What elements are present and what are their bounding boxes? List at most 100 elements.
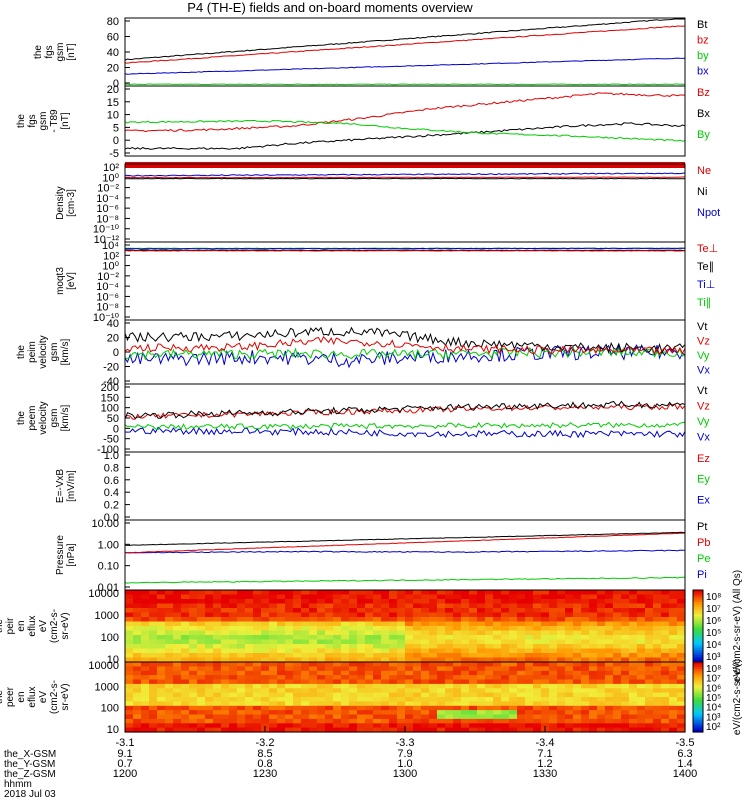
spectrogram-cell [525, 648, 534, 654]
panel-ylabel-line: velocity [38, 401, 49, 434]
spectrogram-cell [293, 666, 302, 672]
spectrogram-cell [381, 626, 390, 632]
spectrogram-cell [173, 710, 182, 716]
colorbar-segment [693, 621, 703, 625]
spectrogram-cell [501, 666, 510, 672]
spectrogram-cell [493, 608, 502, 614]
spectrogram-cell [293, 590, 302, 596]
colorbar-segment [693, 718, 703, 721]
spectrogram-cell [149, 670, 158, 676]
spectrogram-cell [221, 603, 230, 609]
spectrogram-cell [557, 648, 566, 654]
spectrogram-cell [645, 675, 654, 681]
spectrogram-cell [469, 648, 478, 654]
spectrogram-cell [189, 692, 198, 698]
spectrogram-cell [157, 644, 166, 650]
spectrogram-cell [245, 590, 254, 596]
spectrogram-cell [381, 599, 390, 605]
spectrogram-cell [557, 621, 566, 627]
spectrogram-cell [589, 705, 598, 711]
spectrogram-cell [253, 657, 262, 663]
spectrogram-cell [165, 688, 174, 694]
spectrogram-cell [317, 718, 326, 724]
spectrogram-cell [165, 705, 174, 711]
panel-ylabel-line: peer [5, 686, 16, 707]
spectrogram-cell [421, 635, 430, 641]
spectrogram-cell [661, 688, 670, 694]
spectrogram-cell [157, 612, 166, 618]
y-tick-label: 100 [101, 703, 119, 715]
spectrogram-cell [285, 653, 294, 659]
spectrogram-cell [421, 697, 430, 702]
series-line-Ti⊥ [124, 247, 686, 250]
spectrogram-cell [669, 657, 678, 663]
colorbar-tick-label: 10⁴ [706, 640, 721, 651]
spectrogram-cell [381, 612, 390, 618]
spectrogram-cell [597, 662, 606, 667]
spectrogram-cell [669, 666, 678, 672]
spectrogram-cell [381, 670, 390, 676]
spectrogram-cell [509, 657, 518, 663]
spectrogram-cell [253, 612, 262, 618]
spectrogram-cell [341, 723, 350, 729]
colorbar-segment [693, 662, 703, 665]
spectrogram-cell [213, 727, 222, 733]
spectrogram-cell [581, 617, 590, 623]
spectrogram-cell [333, 675, 342, 681]
spectrogram-cell [469, 621, 478, 627]
spectrogram-cell [301, 644, 310, 650]
spectrogram-cell [237, 723, 246, 729]
spectrogram-cell [229, 635, 238, 641]
spectrogram-cell [245, 723, 254, 729]
spectrogram-cell [445, 688, 454, 694]
spectrogram-cell [285, 626, 294, 632]
spectrogram-cell [573, 701, 582, 707]
spectrogram-cell [629, 727, 638, 733]
spectrogram-cell [389, 653, 398, 659]
spectrogram-cell [317, 697, 326, 702]
spectrogram-cell [325, 701, 334, 707]
spectrogram-cell [557, 603, 566, 609]
spectrogram-cell [597, 630, 606, 636]
spectrogram-cell [357, 679, 366, 685]
spectrogram-cell [325, 670, 334, 676]
panel-frame [124, 241, 686, 321]
spectrogram-cell [597, 599, 606, 605]
spectrogram-cell [533, 639, 542, 645]
spectrogram-cell [157, 594, 166, 600]
spectrogram-cell [181, 612, 190, 618]
spectrogram-cell [293, 617, 302, 623]
spectrogram-cell [533, 679, 542, 685]
spectrogram-cell [357, 635, 366, 641]
spectrogram-cell [581, 675, 590, 681]
spectrogram-cell [181, 639, 190, 645]
spectrogram-cell [381, 692, 390, 698]
spectrogram-cell [277, 657, 286, 663]
spectrogram-cell [373, 670, 382, 676]
spectrogram-cell [397, 626, 406, 632]
series-line-Ne [124, 176, 686, 179]
spectrogram-cell [445, 692, 454, 698]
spectrogram-cell [485, 710, 494, 716]
spectrogram-cell [477, 621, 486, 627]
panel-peir-spectrogram: the peir en eflux eV (cm2-s-sr-eV)10000100010… [0, 570, 743, 682]
spectrogram-cell [629, 662, 638, 667]
spectrogram-cell [429, 590, 438, 596]
spectrogram-cell [293, 635, 302, 641]
spectrogram-cell [429, 630, 438, 636]
spectrogram-cell [469, 723, 478, 729]
spectrogram-cell [221, 675, 230, 681]
spectrogram-cell [381, 590, 390, 596]
spectrogram-cell [509, 648, 518, 654]
colorbar-segment [693, 676, 703, 679]
spectrogram-cell [381, 714, 390, 720]
spectrogram-cell [189, 608, 198, 614]
spectrogram-cell [125, 599, 134, 605]
spectrogram-cell [613, 603, 622, 609]
spectrogram-cell [229, 710, 238, 716]
spectrogram-cell [173, 692, 182, 698]
spectrogram-cell [237, 670, 246, 676]
spectrogram-cell [173, 648, 182, 654]
spectrogram-cell [365, 657, 374, 663]
